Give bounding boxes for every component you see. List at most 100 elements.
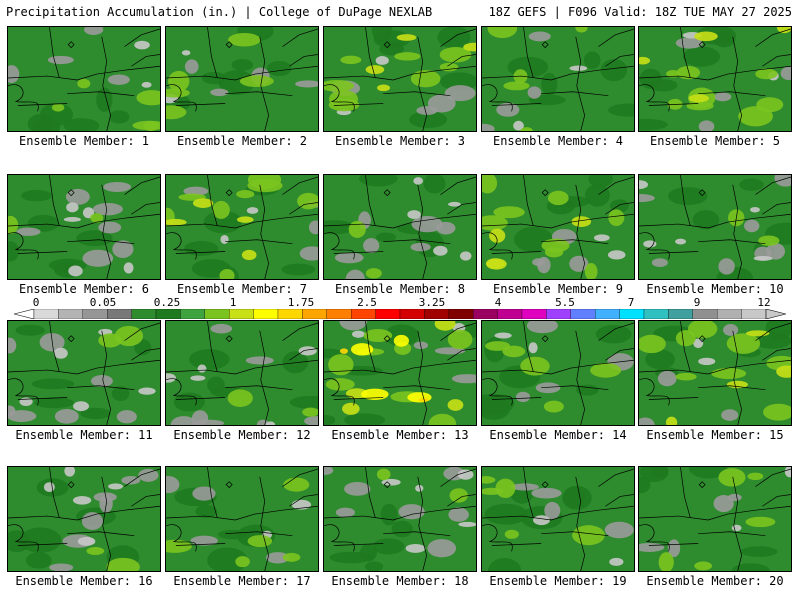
- precip-map: [8, 321, 160, 425]
- ensemble-panel: [481, 466, 635, 572]
- colorbar-swatch: [619, 309, 645, 319]
- precip-map: [482, 27, 634, 131]
- colorbar-swatch: [375, 309, 401, 319]
- ensemble-member-label: Ensemble Member: 6: [18, 282, 150, 296]
- ensemble-panel: [481, 320, 635, 426]
- colorbar-tick-label: 1: [229, 296, 237, 309]
- colorbar-swatch: [58, 309, 83, 319]
- colorbar-swatch: [692, 309, 718, 319]
- ensemble-member-label: Ensemble Member: 2: [176, 134, 308, 148]
- ensemble-member-label: Ensemble Member: 9: [492, 282, 624, 296]
- precip-map: [8, 175, 160, 279]
- ensemble-panel: [165, 26, 319, 132]
- ensemble-member-label: Ensemble Member: 4: [492, 134, 624, 148]
- colorbar-swatch: [668, 309, 693, 319]
- precip-map: [639, 467, 791, 571]
- colorbar-swatch: [180, 309, 205, 319]
- colorbar-tick-label: 5.5: [555, 296, 575, 309]
- ensemble-member-label: Ensemble Member: 12: [173, 428, 311, 442]
- ensemble-panel: [7, 174, 161, 280]
- precip-map: [324, 27, 476, 131]
- ensemble-member-label: Ensemble Member: 15: [646, 428, 784, 442]
- ensemble-panel: [165, 320, 319, 426]
- colorbar-swatch: [82, 309, 108, 319]
- ensemble-panel: [638, 320, 792, 426]
- ensemble-member-label: Ensemble Member: 18: [331, 574, 469, 588]
- colorbar-swatch: [107, 309, 132, 319]
- ensemble-panel: [481, 26, 635, 132]
- ensemble-panel: [323, 466, 477, 572]
- colorbar-swatch: [448, 309, 474, 319]
- ensemble-panel: [638, 466, 792, 572]
- colorbar-swatch: [521, 309, 547, 319]
- precip-map: [324, 175, 476, 279]
- precip-map: [324, 467, 476, 571]
- colorbar-swatch: [277, 309, 303, 319]
- colorbar-tick-label: 3.25: [418, 296, 446, 309]
- ensemble-member-label: Ensemble Member: 13: [331, 428, 469, 442]
- colorbar-swatch: [497, 309, 523, 319]
- colorbar-swatch: [204, 309, 230, 319]
- ensemble-member-label: Ensemble Member: 19: [489, 574, 627, 588]
- precip-map: [8, 467, 160, 571]
- ensemble-member-label: Ensemble Member: 7: [176, 282, 308, 296]
- ensemble-panel: [7, 26, 161, 132]
- colorbar-tick-label: 0.05: [89, 296, 117, 309]
- ensemble-panel: [7, 466, 161, 572]
- colorbar-swatch: [229, 309, 254, 319]
- precip-map: [482, 467, 634, 571]
- ensemble-panel: [7, 320, 161, 426]
- precip-map: [324, 321, 476, 425]
- ensemble-member-label: Ensemble Member: 10: [646, 282, 784, 296]
- precip-map: [639, 27, 791, 131]
- ensemble-panel: [165, 174, 319, 280]
- colorbar-tick-label: 4: [494, 296, 502, 309]
- precip-map: [482, 175, 634, 279]
- ensemble-member-label: Ensemble Member: 3: [334, 134, 466, 148]
- colorbar-swatch: [570, 309, 596, 319]
- colorbar-swatch: [473, 309, 498, 319]
- ensemble-panel: [323, 320, 477, 426]
- ensemble-panel: [638, 26, 792, 132]
- colorbar-tick-label: 12: [757, 296, 771, 309]
- chart-title: Precipitation Accumulation (in.) | Colle…: [6, 5, 433, 19]
- colorbar-swatch: [424, 309, 449, 319]
- ensemble-member-label: Ensemble Member: 16: [15, 574, 153, 588]
- colorbar-swatch: [595, 309, 620, 319]
- precip-map: [166, 467, 318, 571]
- colorbar-swatch: [326, 309, 352, 319]
- colorbar-tick-label: 2.5: [357, 296, 377, 309]
- precip-map: [166, 321, 318, 425]
- ensemble-member-label: Ensemble Member: 11: [15, 428, 153, 442]
- ensemble-panel: [481, 174, 635, 280]
- colorbar-tick-label: 0.25: [153, 296, 181, 309]
- colorbar-swatch: [131, 309, 157, 319]
- ensemble-panel: [165, 466, 319, 572]
- colorbar-swatch: [253, 309, 279, 319]
- precip-map: [639, 175, 791, 279]
- colorbar-swatch: [643, 309, 669, 319]
- colorbar-tick-label: 1.75: [287, 296, 315, 309]
- precip-map: [639, 321, 791, 425]
- colorbar-swatch: [399, 309, 425, 319]
- ensemble-panel: [323, 26, 477, 132]
- colorbar-left-arrow: [14, 309, 35, 319]
- colorbar-swatch: [717, 309, 742, 319]
- colorbar-right-arrow: [765, 309, 786, 319]
- precip-map: [482, 321, 634, 425]
- ensemble-member-label: Ensemble Member: 1: [18, 134, 150, 148]
- colorbar-swatch: [741, 309, 767, 319]
- colorbar-tick-label: 9: [693, 296, 701, 309]
- precip-map: [166, 175, 318, 279]
- colorbar-tick-label: 7: [627, 296, 635, 309]
- ensemble-member-label: Ensemble Member: 5: [649, 134, 781, 148]
- precip-map: [166, 27, 318, 131]
- colorbar-swatch: [302, 309, 327, 319]
- colorbar-swatch: [546, 309, 571, 319]
- ensemble-member-label: Ensemble Member: 17: [173, 574, 311, 588]
- ensemble-member-label: Ensemble Member: 20: [646, 574, 784, 588]
- ensemble-member-label: Ensemble Member: 14: [489, 428, 627, 442]
- precip-map: [8, 27, 160, 131]
- run-valid-time: 18Z GEFS | F096 Valid: 18Z TUE MAY 27 20…: [488, 5, 792, 19]
- ensemble-panel: [638, 174, 792, 280]
